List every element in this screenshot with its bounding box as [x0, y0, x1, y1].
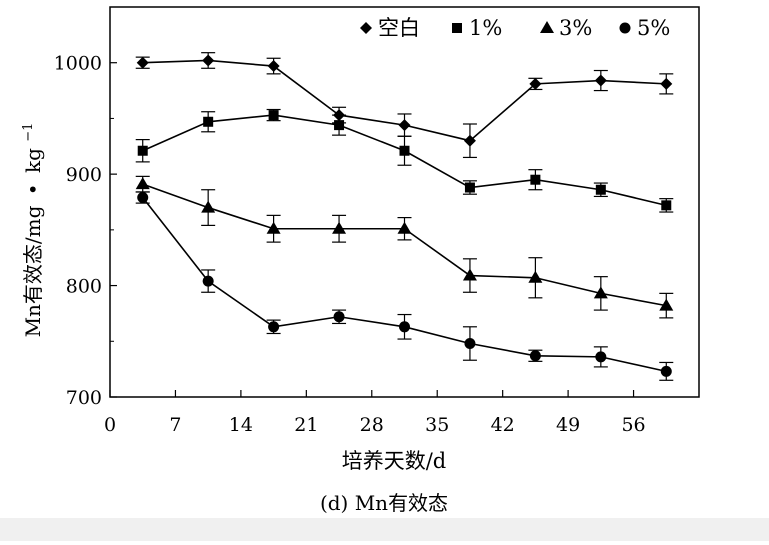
data-point [529, 350, 541, 362]
data-point [203, 116, 214, 127]
data-point [135, 177, 150, 190]
data-point [332, 221, 347, 234]
x-tick-label: 21 [294, 414, 318, 436]
legend-marker [452, 23, 462, 33]
data-point [464, 338, 476, 350]
x-tick-label: 35 [425, 414, 449, 436]
data-point [334, 120, 345, 131]
data-point [661, 200, 672, 211]
data-point [660, 365, 672, 377]
series-square [135, 108, 674, 213]
data-point [398, 119, 411, 132]
x-tick-label: 28 [360, 414, 384, 436]
x-tick-label: 49 [556, 414, 580, 436]
data-point [202, 275, 214, 287]
series-circle [135, 191, 674, 381]
legend-label: 5% [637, 16, 670, 40]
plot-frame [109, 6, 700, 398]
data-point [268, 321, 280, 333]
data-point [333, 311, 345, 323]
y-tick-label: 1000 [54, 53, 102, 75]
y-axis-title-sup: −1 [21, 123, 36, 142]
data-point [530, 174, 541, 185]
data-point [595, 184, 606, 195]
data-point [660, 77, 673, 90]
legend-label: 3% [559, 16, 592, 40]
data-point [593, 286, 608, 299]
data-point [202, 54, 215, 67]
series-triangle [135, 175, 674, 319]
axes: 0 7 14 21 28 35 42 49 56 700 800 900 1000 [54, 6, 700, 436]
y-axis-title-dot: • [21, 183, 45, 195]
data-point [399, 145, 410, 156]
x-tick-label: 7 [169, 414, 181, 436]
data-point [137, 192, 149, 204]
data-point [463, 134, 476, 147]
data-point [528, 270, 543, 283]
data-point [397, 221, 412, 234]
legend-marker [540, 21, 554, 33]
y-axis-title-main: Mn有效态/mg [21, 205, 45, 337]
data-point [268, 110, 279, 121]
figure-caption: (d) Mn有效态 [320, 491, 448, 515]
data-point [529, 77, 542, 90]
y-tick-label: 700 [66, 387, 102, 409]
legend: 空白 1% 3% 5% [360, 16, 670, 40]
y-axis-title-unit: kg [21, 148, 45, 173]
legend-label: 1% [469, 16, 502, 40]
data-point [137, 145, 148, 156]
data-series [135, 52, 674, 381]
data-point [462, 268, 477, 281]
data-point [464, 182, 475, 193]
y-tick-label: 800 [66, 276, 102, 298]
x-tick-label: 42 [491, 414, 515, 436]
data-point [659, 298, 674, 311]
data-point [594, 74, 607, 87]
legend-label: 空白 [378, 16, 420, 40]
x-tick-label: 56 [621, 414, 645, 436]
y-tick-label: 900 [66, 164, 102, 186]
bottom-strip [0, 518, 769, 541]
x-tick-label: 14 [229, 414, 253, 436]
data-point [595, 351, 607, 363]
data-point [266, 221, 281, 234]
data-point [201, 200, 216, 213]
data-point [399, 321, 410, 333]
series-line [142, 183, 667, 307]
data-point [136, 56, 149, 69]
legend-marker [360, 22, 372, 34]
data-point [267, 60, 280, 73]
x-tick-label: 0 [104, 414, 116, 436]
legend-marker [619, 22, 631, 34]
x-axis-title: 培养天数/d [342, 449, 447, 473]
y-axis-title: Mn有效态/mg • kg −1 [21, 123, 45, 338]
